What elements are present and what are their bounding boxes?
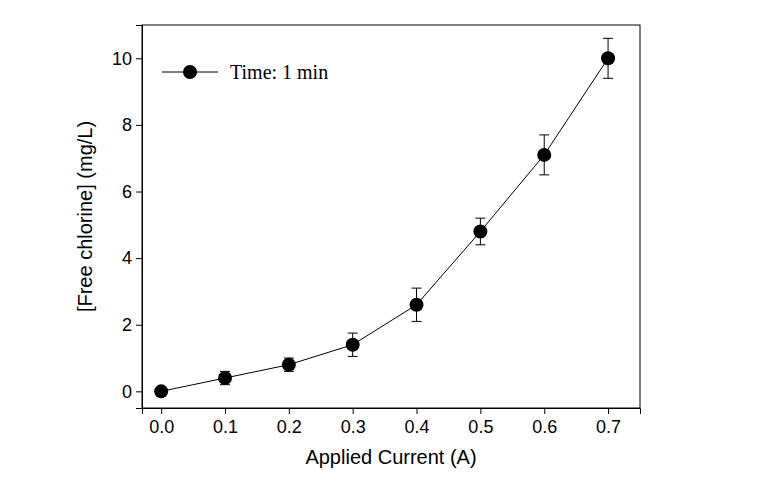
y-tick-label: 10 <box>112 49 132 69</box>
x-tick: 0.5 <box>468 408 493 437</box>
x-axis-title: Applied Current (A) <box>305 446 476 468</box>
x-tick: 0.2 <box>277 408 302 437</box>
data-point <box>218 371 232 385</box>
x-tick: 0.4 <box>405 408 430 437</box>
error-bar-cap <box>539 134 549 135</box>
x-tick-mark <box>480 408 481 414</box>
y-tick-label: 6 <box>122 182 132 202</box>
y-tick: 8 <box>122 115 142 135</box>
x-tick-mark <box>353 408 354 414</box>
error-bar-cap <box>412 288 422 289</box>
x-tick: 0.6 <box>532 408 557 437</box>
y-tick-label: 8 <box>122 115 132 135</box>
x-tick: 0.7 <box>596 408 621 437</box>
data-point <box>473 224 487 238</box>
x-tick-label: 0.5 <box>468 417 493 437</box>
data-point <box>410 298 424 312</box>
legend-entry: Time: 1 min <box>162 61 328 83</box>
x-tick-mark <box>544 408 545 414</box>
x-tick-label: 0.7 <box>596 417 621 437</box>
legend-marker <box>183 65 197 79</box>
y-tick-mark <box>136 192 142 193</box>
y-tick: 10 <box>112 49 142 69</box>
x-tick-label: 0.4 <box>405 417 430 437</box>
y-tick-mark <box>136 325 142 326</box>
y-tick-mark <box>136 391 142 392</box>
y-tick-mark <box>136 125 142 126</box>
error-bar-cap <box>475 218 485 219</box>
legend: Time: 1 min <box>162 61 328 83</box>
y-axis-line <box>136 26 143 409</box>
error-bar-cap <box>603 78 613 79</box>
error-bar-cap <box>348 333 358 334</box>
x-tick: 0.3 <box>341 408 366 437</box>
data-area <box>154 38 615 398</box>
series-line <box>161 58 608 391</box>
data-point <box>537 148 551 162</box>
y-tick-label: 2 <box>122 315 132 335</box>
error-bar-cap <box>603 38 613 39</box>
x-tick-label: 0.1 <box>213 417 238 437</box>
y-tick: 4 <box>122 248 142 268</box>
y-tick: 0 <box>122 382 142 402</box>
x-tick-label: 0.6 <box>532 417 557 437</box>
legend-label: Time: 1 min <box>230 61 328 83</box>
x-tick-label: 0.3 <box>341 417 366 437</box>
x-tick-mark <box>417 408 418 414</box>
x-tick-label: 0.0 <box>149 417 174 437</box>
plot: 0.0 0.1 0.2 0.3 0.4 0.5 0.6 0.7 0 2 4 6 8 10 Time: 1 m… <box>112 25 641 437</box>
y-tick-mark <box>136 58 142 59</box>
y-tick-mark <box>136 258 142 259</box>
y-tick: 6 <box>122 182 142 202</box>
data-point <box>601 51 615 65</box>
error-bar-cap <box>539 174 549 175</box>
y-axis: 0 2 4 6 8 10 <box>112 26 143 409</box>
y-tick-label: 0 <box>122 382 132 402</box>
error-bar-cap <box>475 244 485 245</box>
plot-frame <box>142 25 640 408</box>
x-tick-mark <box>225 408 226 414</box>
x-tick-mark <box>161 408 162 414</box>
x-tick: 0.1 <box>213 408 238 437</box>
x-tick-label: 0.2 <box>277 417 302 437</box>
y-tick-label: 4 <box>122 248 132 268</box>
x-tick-mark <box>608 408 609 414</box>
y-tick: 2 <box>122 315 142 335</box>
error-bar-cap <box>348 356 358 357</box>
data-point <box>282 358 296 372</box>
x-axis: 0.0 0.1 0.2 0.3 0.4 0.5 0.6 0.7 <box>143 408 641 437</box>
x-tick: 0.0 <box>149 408 174 437</box>
x-tick-mark <box>289 408 290 414</box>
y-axis-title: [Free chlorine] (mg/L) <box>74 121 96 312</box>
chart: 0.0 0.1 0.2 0.3 0.4 0.5 0.6 0.7 0 2 4 6 8 10 Time: 1 m… <box>0 0 763 482</box>
data-point <box>154 384 168 398</box>
error-bar-cap <box>412 321 422 322</box>
data-point <box>346 338 360 352</box>
x-axis-line <box>143 409 641 415</box>
